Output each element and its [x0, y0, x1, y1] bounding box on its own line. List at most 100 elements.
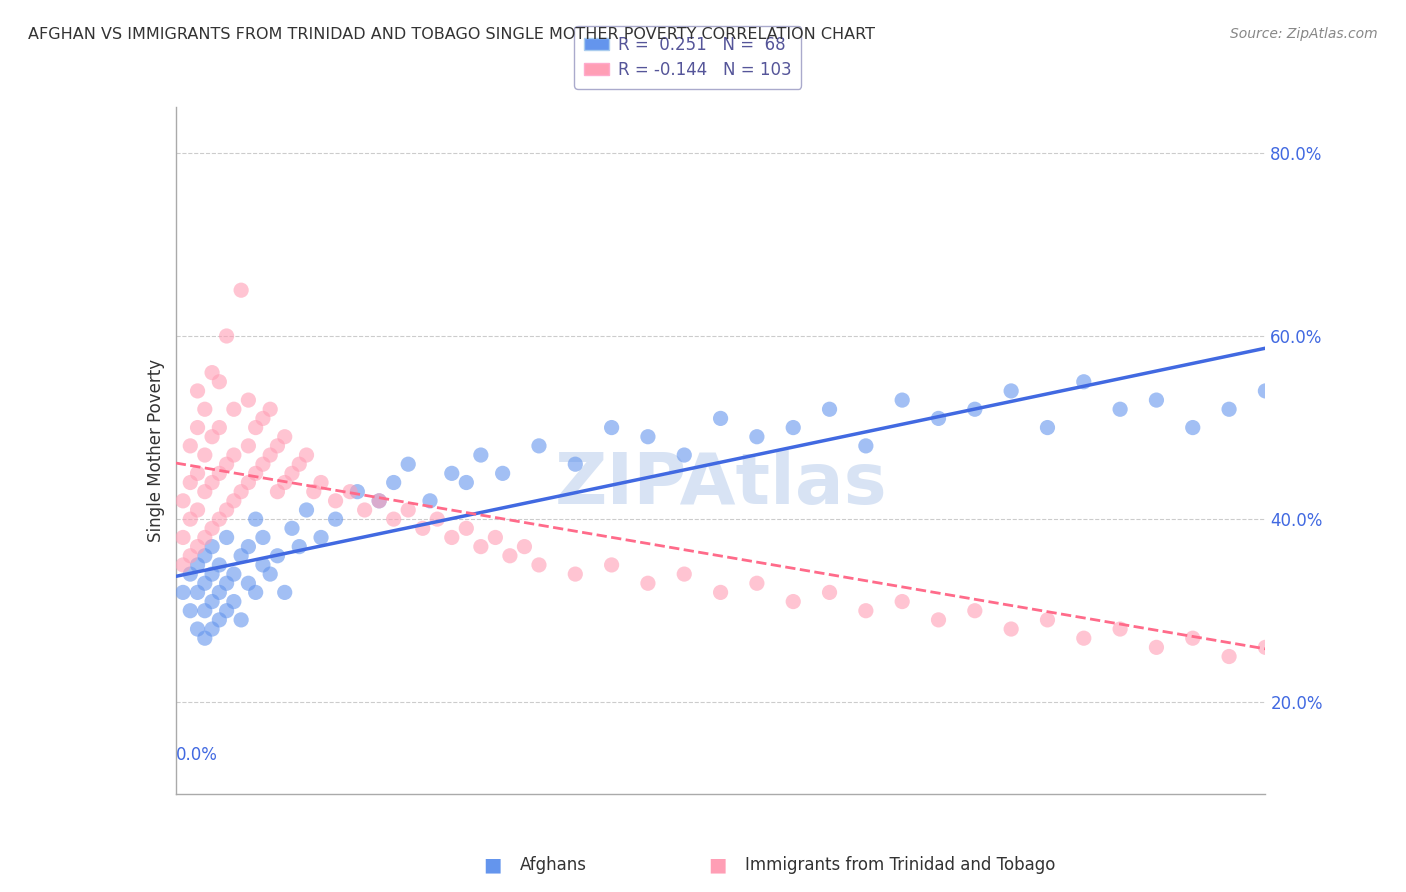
Immigrants from Trinidad and Tobago [172, 531, 194, 545]
Afghans [201, 567, 224, 582]
Immigrants from Trinidad and Tobago [222, 493, 245, 508]
Immigrants from Trinidad and Tobago [179, 439, 201, 453]
Afghans [186, 558, 209, 572]
Immigrants from Trinidad and Tobago [309, 475, 332, 490]
Afghans [295, 503, 318, 517]
Immigrants from Trinidad and Tobago [179, 512, 201, 526]
Afghans [288, 540, 311, 554]
Afghans [928, 411, 950, 425]
Immigrants from Trinidad and Tobago [440, 531, 463, 545]
Immigrants from Trinidad and Tobago [1218, 649, 1240, 664]
Afghans [259, 567, 281, 582]
Text: AFGHAN VS IMMIGRANTS FROM TRINIDAD AND TOBAGO SINGLE MOTHER POVERTY CORRELATION : AFGHAN VS IMMIGRANTS FROM TRINIDAD AND T… [28, 27, 875, 42]
Immigrants from Trinidad and Tobago [928, 613, 950, 627]
Afghans [1073, 375, 1095, 389]
Afghans [208, 613, 231, 627]
Afghans [673, 448, 696, 462]
Afghans [194, 604, 217, 618]
Immigrants from Trinidad and Tobago [891, 594, 914, 608]
Text: Afghans: Afghans [520, 856, 588, 874]
Afghans [1181, 420, 1204, 434]
Afghans [855, 439, 877, 453]
Afghans [1254, 384, 1277, 398]
Immigrants from Trinidad and Tobago [201, 475, 224, 490]
Immigrants from Trinidad and Tobago [353, 503, 375, 517]
Immigrants from Trinidad and Tobago [1327, 649, 1350, 664]
Afghans [1109, 402, 1132, 417]
Afghans [346, 484, 368, 499]
Immigrants from Trinidad and Tobago [252, 411, 274, 425]
Immigrants from Trinidad and Tobago [245, 420, 267, 434]
Immigrants from Trinidad and Tobago [186, 467, 209, 481]
Afghans [527, 439, 550, 453]
Immigrants from Trinidad and Tobago [288, 457, 311, 471]
Afghans [238, 576, 260, 591]
Afghans [238, 540, 260, 554]
Afghans [208, 558, 231, 572]
Text: ZIPAtlas: ZIPAtlas [554, 450, 887, 519]
Afghans [281, 521, 304, 535]
Afghans [891, 393, 914, 408]
Text: ■: ■ [482, 855, 502, 874]
Immigrants from Trinidad and Tobago [710, 585, 733, 599]
Immigrants from Trinidad and Tobago [274, 430, 297, 444]
Afghans [245, 512, 267, 526]
Afghans [201, 594, 224, 608]
Immigrants from Trinidad and Tobago [172, 493, 194, 508]
Immigrants from Trinidad and Tobago [231, 283, 253, 297]
Afghans [1036, 420, 1059, 434]
Immigrants from Trinidad and Tobago [201, 521, 224, 535]
Afghans [1000, 384, 1022, 398]
Afghans [222, 567, 245, 582]
Afghans [419, 493, 441, 508]
Afghans [194, 631, 217, 645]
Immigrants from Trinidad and Tobago [1291, 658, 1313, 673]
Immigrants from Trinidad and Tobago [470, 540, 492, 554]
Immigrants from Trinidad and Tobago [1073, 631, 1095, 645]
Immigrants from Trinidad and Tobago [238, 439, 260, 453]
Afghans [396, 457, 419, 471]
Immigrants from Trinidad and Tobago [855, 604, 877, 618]
Afghans [710, 411, 733, 425]
Immigrants from Trinidad and Tobago [252, 457, 274, 471]
Afghans [201, 540, 224, 554]
Immigrants from Trinidad and Tobago [208, 420, 231, 434]
Immigrants from Trinidad and Tobago [231, 484, 253, 499]
Afghans [186, 585, 209, 599]
Immigrants from Trinidad and Tobago [382, 512, 405, 526]
Immigrants from Trinidad and Tobago [1254, 640, 1277, 655]
Immigrants from Trinidad and Tobago [215, 503, 238, 517]
Immigrants from Trinidad and Tobago [339, 484, 361, 499]
Immigrants from Trinidad and Tobago [1000, 622, 1022, 636]
Immigrants from Trinidad and Tobago [1109, 622, 1132, 636]
Immigrants from Trinidad and Tobago [194, 484, 217, 499]
Afghans [179, 604, 201, 618]
Afghans [600, 420, 623, 434]
Afghans [179, 567, 201, 582]
Immigrants from Trinidad and Tobago [637, 576, 659, 591]
Afghans [208, 585, 231, 599]
Immigrants from Trinidad and Tobago [513, 540, 536, 554]
Afghans [201, 622, 224, 636]
Afghans [172, 585, 194, 599]
Afghans [222, 594, 245, 608]
Immigrants from Trinidad and Tobago [564, 567, 586, 582]
Afghans [245, 585, 267, 599]
Immigrants from Trinidad and Tobago [259, 448, 281, 462]
Immigrants from Trinidad and Tobago [396, 503, 419, 517]
Immigrants from Trinidad and Tobago [222, 402, 245, 417]
Afghans [782, 420, 804, 434]
Text: ■: ■ [707, 855, 727, 874]
Immigrants from Trinidad and Tobago [208, 375, 231, 389]
Immigrants from Trinidad and Tobago [1364, 668, 1386, 682]
Afghans [309, 531, 332, 545]
Afghans [745, 430, 768, 444]
Afghans [186, 622, 209, 636]
Afghans [194, 549, 217, 563]
Immigrants from Trinidad and Tobago [186, 420, 209, 434]
Legend: R =  0.251   N =  68, R = -0.144   N = 103: R = 0.251 N = 68, R = -0.144 N = 103 [575, 26, 801, 88]
Immigrants from Trinidad and Tobago [194, 448, 217, 462]
Afghans [215, 531, 238, 545]
Afghans [963, 402, 986, 417]
Text: Immigrants from Trinidad and Tobago: Immigrants from Trinidad and Tobago [745, 856, 1056, 874]
